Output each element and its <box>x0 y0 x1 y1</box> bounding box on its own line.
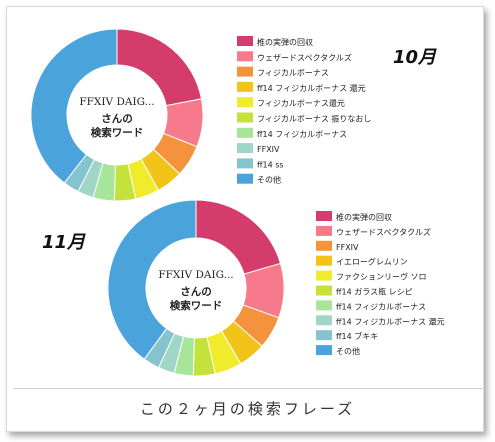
legend-swatch <box>237 173 253 184</box>
legend-swatch <box>316 285 332 296</box>
legend-label: フィジカルボーナス <box>257 69 329 78</box>
legend-label: ff14 フィジカルボーナス <box>257 130 347 139</box>
caption: この２ヶ月の検索フレーズ <box>139 400 356 418</box>
legend-swatch <box>237 81 253 92</box>
donut-slice[interactable] <box>116 28 203 107</box>
legend-label: ウェザードスペクタクルズ <box>257 52 352 62</box>
donut-slice[interactable] <box>107 199 197 360</box>
legend-label: フィジカルボーナス 振りなおし <box>257 114 371 124</box>
legend-swatch <box>316 315 332 326</box>
center-label-top: FFXIV DAIG... <box>158 269 233 281</box>
legend-swatch <box>237 158 253 169</box>
legend-label: ff14 フィジカルボーナス 還元 <box>257 83 366 93</box>
legend-swatch <box>237 51 253 62</box>
legend-swatch <box>237 36 253 46</box>
legend-label: 椎の実弾の回収 <box>257 37 313 47</box>
legend-label: ff14 ガラス瓶 レシピ <box>336 287 413 297</box>
center-label-line1: さんの <box>101 113 133 125</box>
center-label-line1: さんの <box>180 286 212 298</box>
legend-label: フィジカルボーナス還元 <box>257 98 345 108</box>
legend-label: ff14 ss <box>257 160 284 169</box>
legend-swatch <box>316 300 332 311</box>
legend-swatch <box>316 225 332 236</box>
legend-swatch <box>237 112 253 123</box>
legend-swatch <box>237 127 253 138</box>
legend-swatch <box>316 255 332 266</box>
donut-slice[interactable] <box>195 199 282 275</box>
caption-divider <box>13 388 482 389</box>
donut-slice[interactable] <box>30 28 118 184</box>
legend-swatch <box>237 66 253 77</box>
legend-label: ファクションリーヴ ソロ <box>336 272 427 282</box>
legend-swatch <box>316 330 332 341</box>
legend-label: イエローグレムリン <box>336 257 408 267</box>
legend-label: FFXIV <box>336 243 359 252</box>
month-label: 11月 <box>42 232 86 253</box>
center-label-line2: 検索ワード <box>170 299 223 312</box>
month-label: 10月 <box>393 47 437 68</box>
legend-label: ff14 フィジカルボーナス <box>336 302 426 311</box>
legend-label: ff14 フィジカルボーナス 還元 <box>336 316 445 326</box>
legend-label: ウェザードスペクタクルズ <box>336 227 431 237</box>
legend-swatch <box>237 143 253 154</box>
legend-swatch <box>316 240 332 251</box>
legend-label: FFXIV <box>257 145 280 154</box>
legend-label: その他 <box>257 175 281 185</box>
legend-swatch <box>237 97 253 108</box>
center-label-top: FFXIV DAIG... <box>79 96 154 108</box>
center-label-line2: 検索ワード <box>91 126 144 139</box>
legend-label: ff14 ブキキ <box>336 331 378 341</box>
legend-label: 椎の実弾の回収 <box>336 212 392 222</box>
legend-swatch <box>316 211 332 221</box>
legend-swatch <box>316 270 332 281</box>
legend-label: その他 <box>336 346 360 356</box>
legend-swatch <box>316 345 332 356</box>
